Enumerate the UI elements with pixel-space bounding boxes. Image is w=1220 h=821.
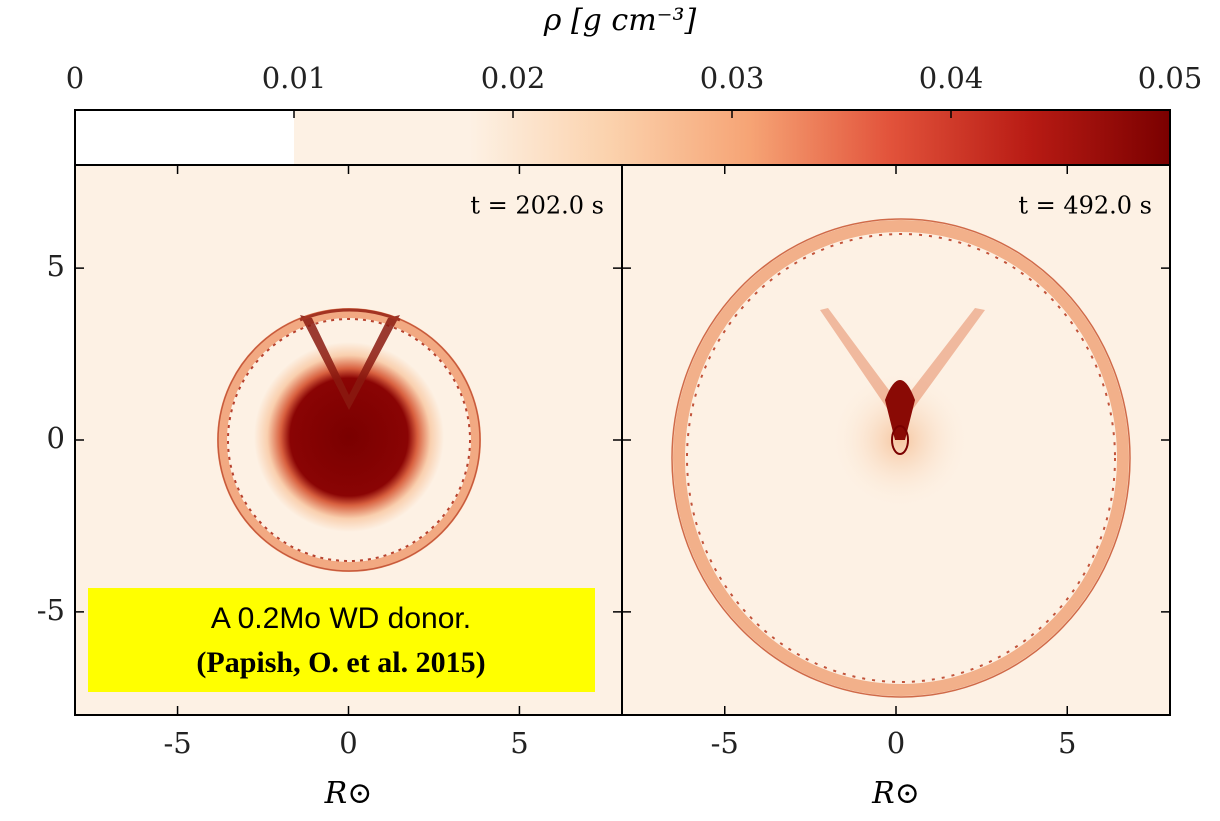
x-tick-label: 5 (1058, 726, 1076, 760)
annotation-box (88, 588, 595, 692)
density-map-right (622, 165, 1170, 715)
colorbar-tick-label: 0.03 (700, 61, 765, 95)
time-label: t = 492.0 s (1018, 192, 1152, 220)
x-tick-label: 5 (510, 726, 528, 760)
colorbar-tick-label: 0.04 (919, 61, 984, 95)
colorbar-label: ρ [g cm⁻³] (543, 3, 697, 38)
y-tick-label: 0 (47, 421, 65, 455)
colorbar-tick-label: 0.05 (1138, 61, 1203, 95)
annotation-citation: (Papish, O. et al. 2015) (196, 646, 485, 679)
y-tick-label: -5 (37, 593, 65, 627)
colorbar-white (75, 110, 294, 165)
colorbar-tick-label: 0 (66, 61, 84, 95)
colorbar-tick-label: 0.02 (481, 61, 546, 95)
x-tick-label: -5 (163, 726, 191, 760)
colorbar-tick-label: 0.01 (262, 61, 327, 95)
time-label: t = 202.0 s (470, 192, 604, 220)
x-tick-label: -5 (711, 726, 739, 760)
x-tick-label: 0 (887, 726, 905, 760)
x-axis-label: R⊙ (871, 776, 920, 811)
density-maps (75, 165, 1170, 715)
x-axis-label: R⊙ (324, 776, 373, 811)
annotation-text: A 0.2Mo WD donor. (211, 602, 471, 635)
y-tick-label: 5 (47, 249, 65, 283)
x-tick-label: 0 (339, 726, 357, 760)
colorbar (294, 110, 1170, 165)
